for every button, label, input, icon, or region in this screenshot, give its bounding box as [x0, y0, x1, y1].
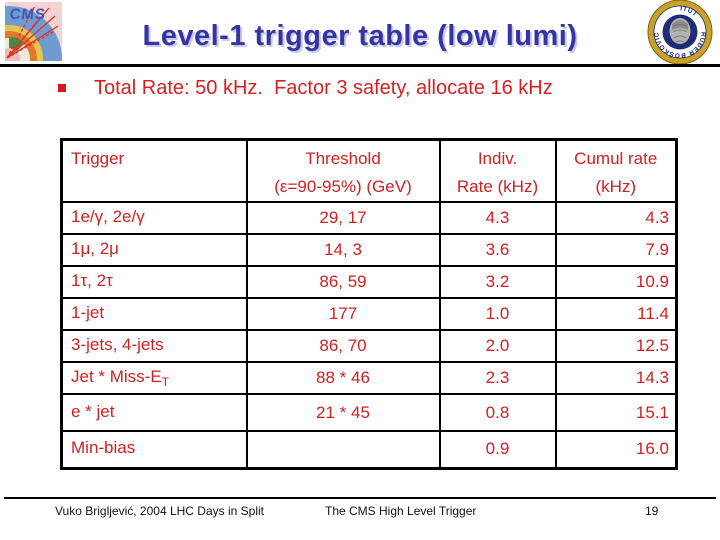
bullet-icon: [58, 84, 66, 92]
indiv-rate-cell: 0.8: [438, 393, 557, 432]
threshold-cell: [245, 430, 441, 469]
footer-divider: [4, 497, 716, 499]
table-row: 1e/γ, 2e/γ 29, 17 4.3 4.3: [60, 201, 678, 235]
footer-deck-title: The CMS High Level Trigger: [325, 504, 477, 518]
trigger-label: Min-bias: [71, 438, 136, 458]
trigger-cell: e * jet: [60, 393, 248, 432]
indiv-rate-cell: 2.3: [438, 361, 557, 395]
trigger-label: e * jet: [71, 401, 115, 421]
trigger-cell: Jet * Miss-ET: [60, 361, 248, 395]
threshold-cell: 29, 17: [245, 201, 441, 235]
header-line2: Rate (kHz): [456, 177, 539, 196]
threshold-cell: 86, 59: [245, 265, 441, 299]
trigger-label: 1μ, 2μ: [71, 239, 119, 258]
cumul-rate-cell: 7.9: [554, 233, 678, 267]
trigger-label: Jet * Miss-E: [71, 367, 162, 386]
table-row: Min-bias 0.9 16.0: [60, 430, 678, 469]
cumul-rate-cell: 12.5: [554, 329, 678, 363]
header-cell-trigger: Trigger: [60, 138, 248, 203]
threshold-cell: 88 * 46: [245, 361, 441, 395]
cms-logo: CMS: [5, 2, 62, 61]
trigger-label: 1τ, 2τ: [71, 271, 113, 290]
header-line2: (kHz): [595, 177, 637, 196]
header-line1: Trigger: [71, 149, 125, 168]
table-header-row: Trigger Threshold (ε=90-95%) (GeV) Indiv…: [60, 138, 678, 203]
trigger-label: 1-jet: [71, 303, 105, 322]
trigger-cell: 1-jet: [60, 297, 248, 331]
table-row: e * jet 21 * 45 0.8 15.1: [60, 393, 678, 432]
threshold-cell: 21 * 45: [245, 393, 441, 432]
table-row: Jet * Miss-ET 88 * 46 2.3 14.3: [60, 361, 678, 395]
table-row: 1μ, 2μ 14, 3 3.6 7.9: [60, 233, 678, 267]
trigger-label: 1e/γ, 2e/γ: [71, 207, 145, 226]
cumul-rate-cell: 4.3: [554, 201, 678, 235]
trigger-cell: Min-bias: [60, 430, 248, 469]
header-line1: Threshold: [305, 149, 381, 168]
table-row: 1τ, 2τ 86, 59 3.2 10.9: [60, 265, 678, 299]
irb-seal-logo: INSTITUT RUĐER BOŠKOVIĆ: [647, 0, 713, 65]
header-cell-threshold: Threshold (ε=90-95%) (GeV): [245, 138, 441, 203]
cumul-rate-cell: 15.1: [554, 393, 678, 432]
page-title: Level-1 trigger table (low lumi): [142, 20, 578, 52]
cumul-rate-cell: 10.9: [554, 265, 678, 299]
header-line1: Cumul rate: [574, 149, 658, 168]
cms-logo-label: CMS: [9, 6, 47, 23]
indiv-rate-cell: 3.6: [438, 233, 557, 267]
trigger-cell: 1τ, 2τ: [60, 265, 248, 299]
footer-page-number: 19: [645, 504, 659, 518]
bullet-text: Total Rate: 50 kHz. Factor 3 safety, all…: [94, 77, 553, 99]
trigger-cell: 1e/γ, 2e/γ: [60, 201, 248, 235]
table-row: 1-jet 177 1.0 11.4: [60, 297, 678, 331]
indiv-rate-cell: 3.2: [438, 265, 557, 299]
header-cell-indiv-rate: Indiv. Rate (kHz): [438, 138, 557, 203]
cumul-rate-cell: 11.4: [554, 297, 678, 331]
threshold-cell: 177: [245, 297, 441, 331]
trigger-cell: 1μ, 2μ: [60, 233, 248, 267]
indiv-rate-cell: 4.3: [438, 201, 557, 235]
footer-author: Vuko Brigljević, 2004 LHC Days in Split: [55, 504, 264, 518]
table-row: 3-jets, 4-jets 86, 70 2.0 12.5: [60, 329, 678, 363]
cumul-rate-cell: 16.0: [554, 430, 678, 469]
threshold-cell: 14, 3: [245, 233, 441, 267]
indiv-rate-cell: 0.9: [438, 430, 557, 469]
header-divider: [0, 64, 720, 67]
indiv-rate-cell: 2.0: [438, 329, 557, 363]
trigger-subscript: T: [161, 375, 170, 389]
trigger-label: 3-jets, 4-jets: [71, 335, 164, 354]
trigger-cell: 3-jets, 4-jets: [60, 329, 248, 363]
indiv-rate-cell: 1.0: [438, 297, 557, 331]
header-line1: Indiv.: [477, 149, 518, 168]
trigger-table: Trigger Threshold (ε=90-95%) (GeV) Indiv…: [60, 138, 678, 470]
header-line2: (ε=90-95%) (GeV): [274, 177, 412, 196]
threshold-cell: 86, 70: [245, 329, 441, 363]
header-cell-cumul-rate: Cumul rate (kHz): [554, 138, 678, 203]
cumul-rate-cell: 14.3: [554, 361, 678, 395]
